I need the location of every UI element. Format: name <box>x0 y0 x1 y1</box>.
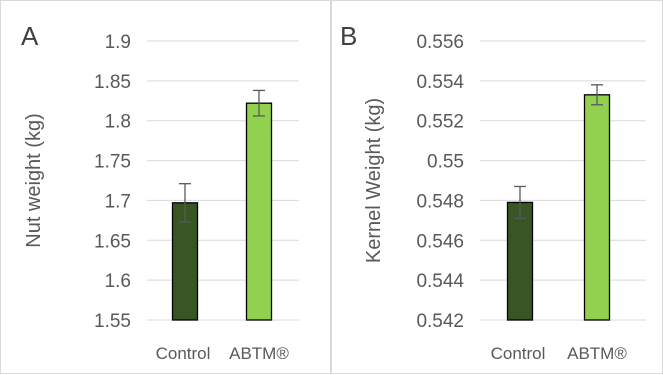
y-tick-label: 1.85 <box>94 72 131 93</box>
y-tick-label: 1.7 <box>105 191 131 212</box>
chart-panel-b: B 0.542 0.544 0.546 0.548 0.55 0.552 0.554 0.55… <box>331 0 663 374</box>
y-tick-label: 0.542 <box>416 311 464 332</box>
y-tick-label: 1.9 <box>105 32 131 53</box>
chart-panel-a: A 1.55 1.6 1.65 1.7 1.75 1.8 1.85 1.9 Nut weight… <box>0 0 331 374</box>
y-tick-label: 1.75 <box>94 152 131 173</box>
nut-weight-chart: 1.55 1.6 1.65 1.7 1.75 1.8 1.85 1.9 Nut weight (… <box>1 1 332 375</box>
bar-control <box>508 202 533 320</box>
y-tick-label: 0.55 <box>427 152 464 173</box>
y-tick-label: 0.556 <box>416 32 464 53</box>
y-tick-label: 1.65 <box>94 231 131 252</box>
x-category-label: Control <box>156 344 211 363</box>
y-tick-label: 0.552 <box>416 112 464 133</box>
y-tick-label: 1.8 <box>105 112 131 133</box>
x-category-label: ABTM® <box>229 344 289 363</box>
kernel-weight-chart: 0.542 0.544 0.546 0.548 0.55 0.552 0.554 0.556 K… <box>332 1 663 375</box>
y-tick-label: 0.544 <box>416 271 464 292</box>
bar-abtm <box>585 95 610 320</box>
y-axis-title: Nut weight (kg) <box>23 113 45 248</box>
y-tick-label: 0.546 <box>416 231 464 252</box>
y-tick-label: 1.6 <box>105 271 131 292</box>
bar-abtm <box>247 103 272 320</box>
y-tick-label: 0.554 <box>416 72 464 93</box>
y-tick-label: 1.55 <box>94 311 131 332</box>
y-axis-title: Kernel Weight (kg) <box>363 98 385 263</box>
y-tick-label: 0.548 <box>416 191 464 212</box>
x-category-label: ABTM® <box>567 344 627 363</box>
x-category-label: Control <box>491 344 546 363</box>
